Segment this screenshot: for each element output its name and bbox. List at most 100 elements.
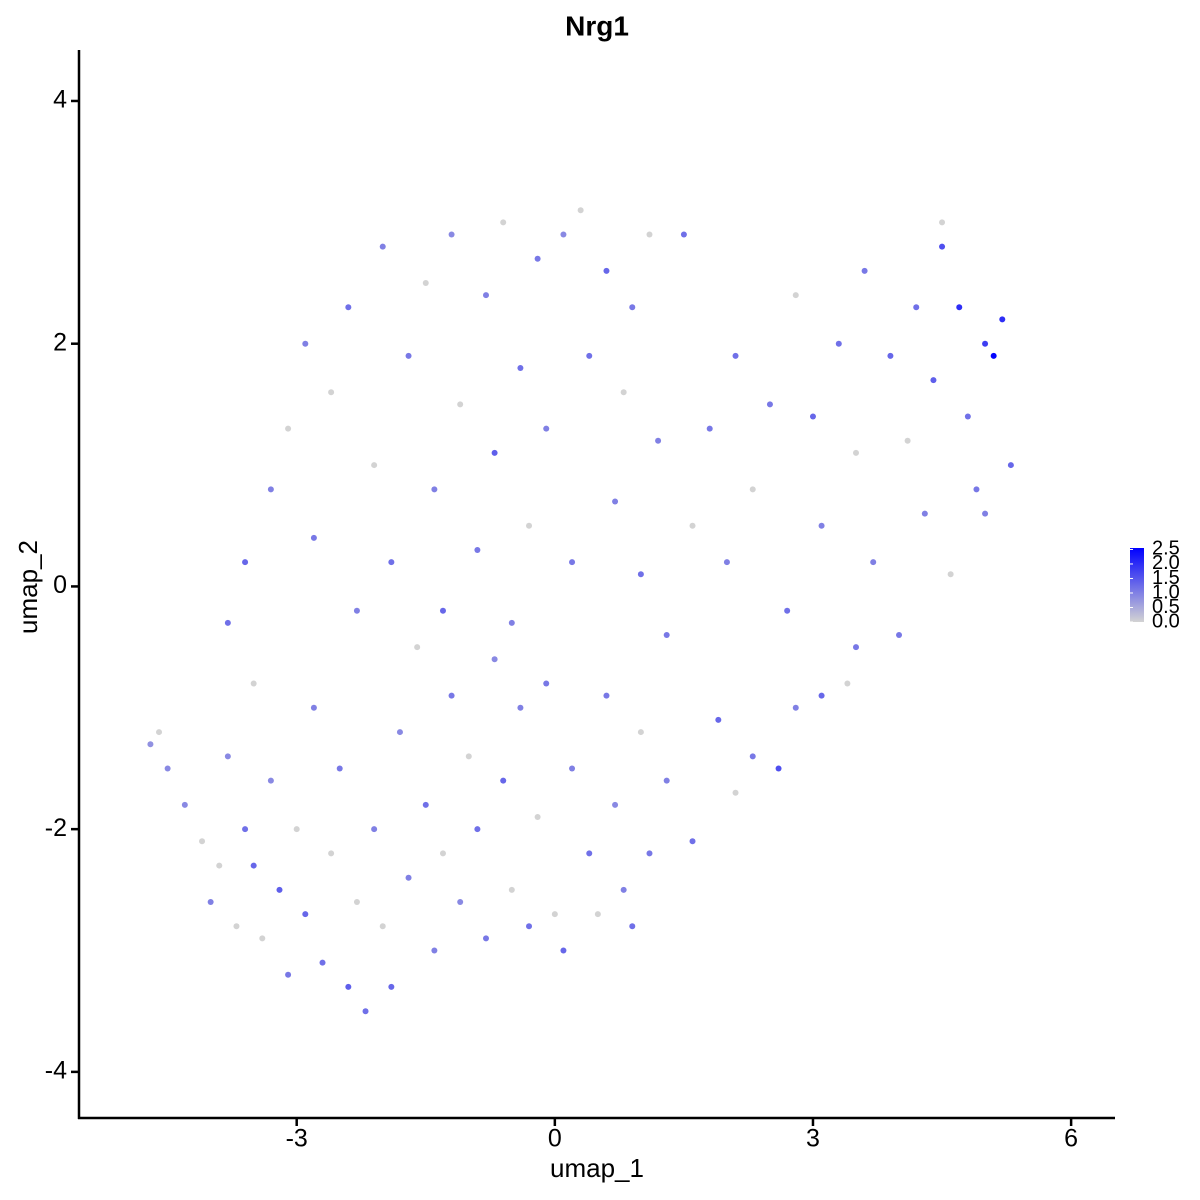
point [508,619,515,626]
point [637,571,644,578]
point [448,692,455,699]
point [224,753,231,760]
y-tick-label: 0 [53,571,67,599]
point [457,401,464,408]
point [706,425,713,432]
point [973,486,980,493]
point [646,850,653,857]
point [448,231,455,238]
point [242,559,249,566]
point [603,267,610,274]
x-tick-label: 6 [1064,1125,1078,1153]
point [947,571,954,578]
point [302,340,309,347]
point [913,304,920,311]
point [431,947,438,954]
point [861,267,868,274]
point [844,680,851,687]
point [147,741,154,748]
point [620,389,627,396]
point [345,983,352,990]
point [766,401,773,408]
x-axis-title: umap_1 [550,1153,644,1183]
point [371,462,378,469]
point [939,219,946,226]
point [267,777,274,784]
colorbar-tick-label: 1.0 [1152,581,1180,603]
point [379,923,386,930]
colorbar-tick-label: 2.0 [1152,552,1180,574]
point [723,559,730,566]
point [655,437,662,444]
point [543,680,550,687]
point [199,838,206,845]
point [242,826,249,833]
point [982,340,989,347]
point [156,729,163,736]
point [990,352,997,359]
point [422,801,429,808]
point [809,413,816,420]
point [328,389,335,396]
points [147,207,1014,1015]
point [233,923,240,930]
point [818,522,825,529]
y-tick-label: 4 [53,86,67,114]
point [207,898,214,905]
point [267,486,274,493]
point [474,547,481,554]
point [319,959,326,966]
point [526,923,533,930]
point [250,680,257,687]
point [663,631,670,638]
point [250,862,257,869]
point [930,377,937,384]
point [483,935,489,942]
point [500,219,507,226]
point [853,644,859,651]
point [431,486,438,493]
point [405,352,412,359]
point [896,631,903,638]
point [560,947,567,954]
point [526,522,533,529]
point [483,292,489,299]
point [870,559,877,566]
point [500,777,507,784]
colorbar [1130,548,1144,622]
point [422,280,429,287]
point [517,704,524,711]
point [371,826,378,833]
point [904,437,911,444]
point [964,413,971,420]
point [474,826,481,833]
point [302,911,309,918]
point [775,765,782,772]
point [293,826,300,833]
point [405,874,412,881]
point [594,911,601,918]
point [181,801,188,808]
x-tick-label: 3 [806,1125,820,1153]
chart-title: Nrg1 [565,10,629,41]
point [792,292,799,299]
point [276,886,283,893]
point [853,449,859,456]
point [612,801,619,808]
point [491,656,498,663]
point [689,838,696,845]
point [629,304,636,311]
point [508,886,515,893]
point [457,898,464,905]
point [732,352,739,359]
y-axis-title: umap_2 [13,540,43,634]
point [164,765,171,772]
point [784,607,791,614]
point [715,716,722,723]
point [620,886,627,893]
colorbar-tick-label: 0.5 [1152,596,1180,618]
point [612,498,619,505]
point [586,850,593,857]
point [517,364,524,371]
point [999,316,1006,323]
